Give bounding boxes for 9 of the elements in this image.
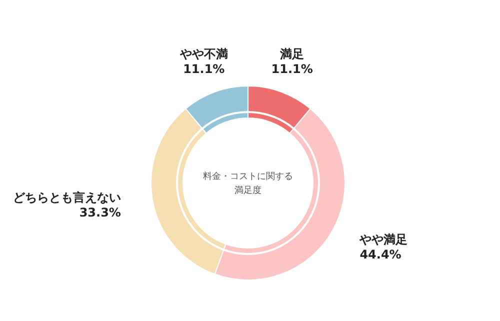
data-label: 11.1% [271, 62, 313, 76]
slice-label: どちらとも言えない [12, 190, 121, 204]
data-label: 33.3% [79, 205, 121, 220]
slice-label: 満足 [279, 46, 304, 61]
data-label: 11.1% [183, 62, 225, 76]
slice-label: やや不満 [178, 46, 228, 61]
data-label: 44.4% [360, 248, 402, 262]
slice-label: やや満足 [358, 232, 408, 246]
text: 料金・コストに関する満足度 [203, 171, 293, 196]
